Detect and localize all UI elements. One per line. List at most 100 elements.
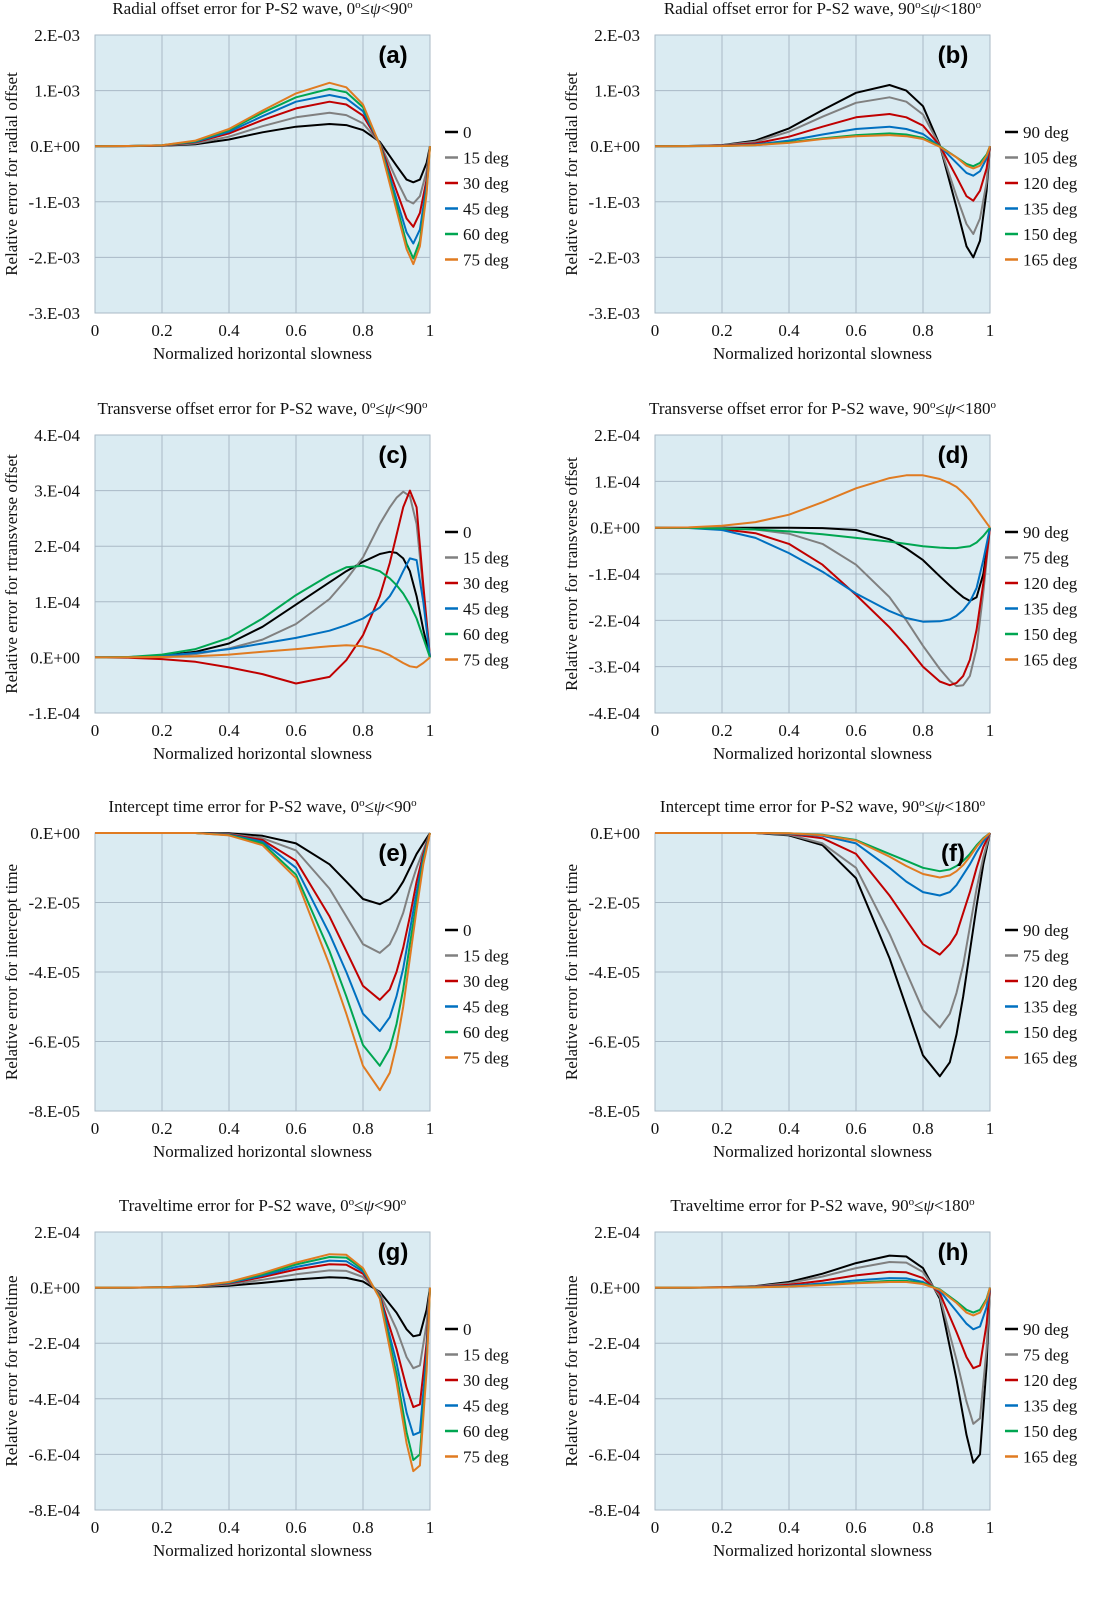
series-line-3 — [654, 526, 991, 687]
chart-title: Traveltime error for P-S2 wave, 0o≤ψ<90o — [119, 1196, 407, 1215]
title-sup2: o — [969, 1196, 975, 1208]
y-tick-label: 2.E-04 — [34, 1223, 80, 1242]
title-mid: ≤ — [375, 399, 384, 418]
legend-label: 0 — [463, 1320, 472, 1339]
title-psi: ψ — [945, 399, 956, 418]
series-line-2 — [94, 490, 431, 659]
title-psi: ψ — [930, 0, 941, 18]
title-mid: ≤ — [925, 797, 934, 816]
title-lt: <90 — [384, 797, 411, 816]
panel-a: 0 0.2 0.4 0.6 0.8 1 2.E-03 1.E-03 0.E+00 -1.E-03 -… — [2, 0, 509, 363]
y-tick-label: 1.E-03 — [594, 82, 640, 101]
legend-label: 165 deg — [1023, 251, 1078, 270]
legend-label: 165 deg — [1023, 651, 1078, 670]
x-tick-label: 0.2 — [151, 1119, 172, 1138]
legend-label: 165 deg — [1023, 1448, 1078, 1467]
x-tick-label: 1 — [986, 1119, 995, 1138]
x-tick-label: 0.2 — [711, 1518, 732, 1537]
legend-label: 30 deg — [463, 972, 509, 991]
y-tick-label: -6.E-05 — [589, 1033, 640, 1052]
legend-label: 135 deg — [1023, 998, 1078, 1017]
y-tick-label: -3.E-03 — [589, 304, 640, 323]
x-tick-label: 0 — [91, 1518, 100, 1537]
legend-label: 45 deg — [463, 1397, 509, 1416]
legend: 0 15 deg 30 deg 45 deg 60 deg 75 deg — [445, 123, 509, 270]
x-tick-label: 1 — [986, 321, 995, 340]
y-tick-label: 2.E-03 — [594, 26, 640, 45]
x-tick-label: 1 — [426, 321, 435, 340]
title-lt: <180 — [955, 399, 990, 418]
chart-title: Radial offset error for P-S2 wave, 90o≤ψ… — [664, 0, 982, 18]
x-tick-label: 0.6 — [845, 721, 866, 740]
plot-border — [94, 832, 431, 1112]
panel-label: (a) — [378, 42, 407, 69]
legend-label: 75 deg — [463, 651, 509, 670]
title-mid: ≤ — [935, 399, 944, 418]
panel-label: (h) — [938, 1239, 969, 1266]
panel-d: 0 0.2 0.4 0.6 0.8 1 2.E-04 1.E-04 0.E+00 -1.E-04 -… — [562, 399, 1078, 763]
title-lt: <180 — [941, 0, 976, 18]
legend-label: 60 deg — [463, 225, 509, 244]
y-axis-label: Relative error for intercept time — [562, 864, 581, 1080]
plot-border — [94, 434, 431, 714]
panel-label: (f) — [941, 840, 965, 867]
title-lt: <180 — [944, 797, 979, 816]
plot-area — [655, 1232, 990, 1510]
legend-label: 90 deg — [1023, 123, 1069, 142]
x-tick-label: 0.2 — [711, 321, 732, 340]
y-tick-label: 1.E-03 — [34, 82, 80, 101]
y-tick-label: 0.E+00 — [590, 1279, 640, 1298]
title-lt: <180 — [934, 1196, 969, 1215]
y-tick-label: -8.E-05 — [589, 1102, 640, 1121]
title-main: Traveltime error for P-S2 wave, 90 — [670, 1196, 908, 1215]
title-mid: ≤ — [365, 797, 374, 816]
title-sup1: o — [349, 1196, 355, 1208]
x-axis-label: Normalized horizontal slowness — [713, 1541, 932, 1560]
plot-border — [654, 1231, 991, 1511]
title-psi: ψ — [363, 1196, 374, 1215]
legend-label: 105 deg — [1023, 149, 1078, 168]
x-tick-label: 0.8 — [912, 321, 933, 340]
title-psi: ψ — [385, 399, 396, 418]
plot-area — [95, 35, 430, 313]
panel-label: (d) — [938, 442, 969, 469]
legend-label: 15 deg — [463, 149, 509, 168]
legend: 90 deg 75 deg 120 deg 135 deg 150 deg 165 deg — [1005, 523, 1078, 670]
x-axis-label: Normalized horizontal slowness — [713, 1142, 932, 1161]
legend-label: 30 deg — [463, 1371, 509, 1390]
y-tick-label: 2.E-04 — [594, 1223, 640, 1242]
x-tick-label: 0.4 — [778, 1119, 800, 1138]
legend-label: 75 deg — [1023, 947, 1069, 966]
x-tick-label: 0.8 — [912, 721, 933, 740]
y-tick-label: -2.E-03 — [589, 248, 640, 267]
series-line-6 — [94, 81, 431, 266]
title-mid: ≤ — [921, 0, 930, 18]
title-lt: <90 — [374, 1196, 401, 1215]
x-tick-label: 0 — [91, 321, 100, 340]
y-tick-label: -4.E-05 — [589, 963, 640, 982]
y-tick-label: -1.E-04 — [29, 704, 81, 723]
y-axis-label: Relative error for traveltime — [562, 1275, 581, 1466]
legend-label: 75 deg — [1023, 1346, 1069, 1365]
y-tick-label: 1.E-04 — [594, 472, 640, 491]
plot-area — [655, 35, 990, 313]
chart-title: Radial offset error for P-S2 wave, 0o≤ψ<… — [112, 0, 413, 18]
legend-label: 150 deg — [1023, 1023, 1078, 1042]
title-sup1: o — [919, 797, 925, 809]
panel-label: (g) — [378, 1239, 409, 1266]
legend-label: 75 deg — [463, 251, 509, 270]
x-tick-label: 0.4 — [778, 1518, 800, 1537]
legend: 90 deg 105 deg 120 deg 135 deg 150 deg 165 de… — [1005, 123, 1078, 270]
x-tick-label: 0.8 — [352, 321, 373, 340]
y-axis-label: Relative error for transverse offset — [562, 457, 581, 691]
x-tick-label: 0.6 — [845, 321, 866, 340]
y-axis-label: Relative error for radial offset — [562, 72, 581, 276]
y-tick-label: -3.E-04 — [589, 658, 641, 677]
chart-title: Transverse offset error for P-S2 wave, 9… — [649, 399, 996, 418]
title-main: Traveltime error for P-S2 wave, 0 — [119, 1196, 349, 1215]
title-main: Intercept time error for P-S2 wave, 0 — [108, 797, 359, 816]
y-tick-label: -1.E-03 — [29, 193, 80, 212]
chart-title: Intercept time error for P-S2 wave, 90o≤… — [660, 797, 986, 816]
x-tick-label: 0.6 — [285, 321, 306, 340]
